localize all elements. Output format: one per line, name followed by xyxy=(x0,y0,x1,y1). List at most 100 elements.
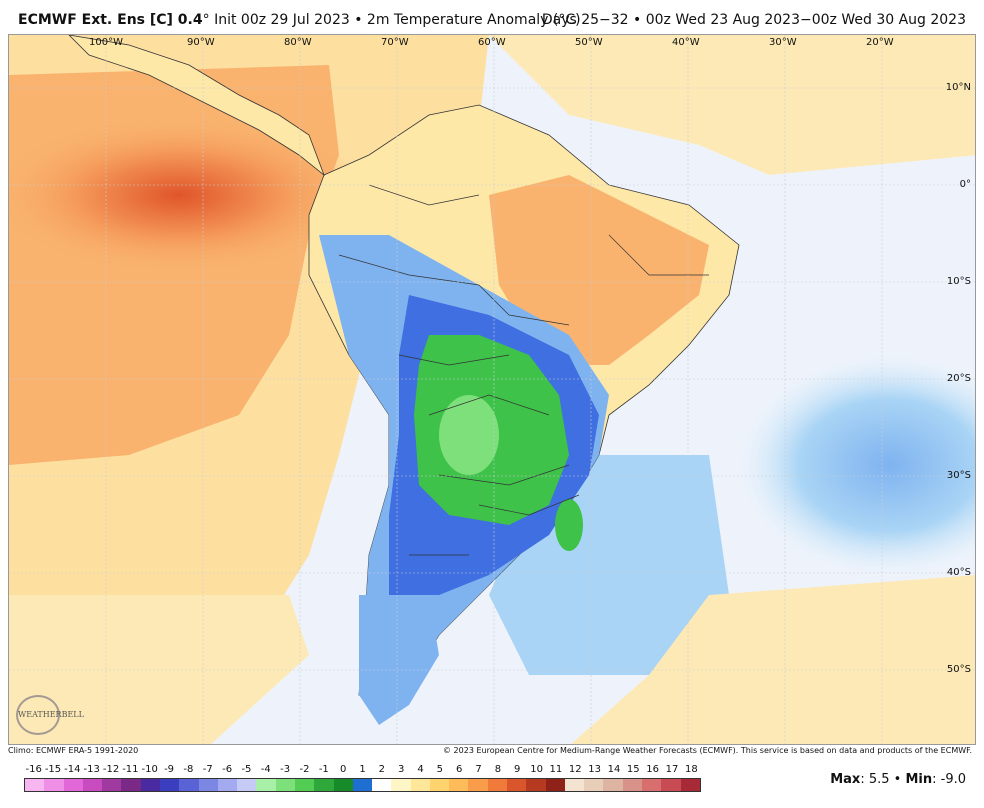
max-label: Max xyxy=(830,772,861,787)
scale-tick-label: -10 xyxy=(141,764,158,775)
lon-label: 50°W xyxy=(575,37,603,48)
scale-swatch xyxy=(429,779,450,791)
graticule xyxy=(9,35,975,744)
scale-tick-label: -8 xyxy=(183,764,194,775)
scale-tick-label: -4 xyxy=(260,764,271,775)
cold-core-center xyxy=(439,395,499,475)
lon-label: 80°W xyxy=(284,37,312,48)
lon-label: 70°W xyxy=(381,37,409,48)
scale-tick-label: 4 xyxy=(417,764,424,775)
scale-tick-label: -5 xyxy=(241,764,252,775)
scale-swatch xyxy=(333,779,353,791)
logo-text: WEATHERBELL xyxy=(18,710,84,719)
scale-swatch xyxy=(294,779,315,791)
scale-tick-label: 14 xyxy=(607,764,621,775)
scale-tick-label: -9 xyxy=(164,764,175,775)
scale-tick-label: 16 xyxy=(646,764,660,775)
scale-swatch xyxy=(352,779,373,791)
lon-label: 40°W xyxy=(672,37,700,48)
scale-tick-label: -12 xyxy=(102,764,120,775)
lon-label: 100°W xyxy=(89,37,123,48)
lat-label: 10°N xyxy=(945,82,971,93)
scale-tick-label: -7 xyxy=(202,764,213,775)
scale-tick-label: 0 xyxy=(339,764,347,775)
scale-tick-label: -14 xyxy=(64,764,81,775)
scale-swatch xyxy=(622,779,642,791)
scale-swatch xyxy=(159,779,180,791)
scale-tick-label: 2 xyxy=(378,764,386,775)
central-america-land xyxy=(68,35,325,177)
anomaly-map xyxy=(9,35,975,744)
scale-swatch xyxy=(217,779,238,791)
scale-tick-label: 11 xyxy=(549,764,563,775)
atlantic-cool-field xyxy=(739,355,975,575)
scale-tick-label: 17 xyxy=(665,764,679,775)
climo-credit: Climo: ECMWF ERA-5 1991-2020 xyxy=(8,746,139,755)
scale-swatch xyxy=(63,779,83,791)
max-min-readout: Max: 5.5 • Min: -9.0 xyxy=(830,772,966,787)
scale-tick-label: -1 xyxy=(318,764,329,775)
scale-tick-label: -16 xyxy=(25,764,42,775)
scale-tick-label: -2 xyxy=(299,764,310,775)
scale-tick-label: 10 xyxy=(530,764,543,775)
scale-tick-label: -6 xyxy=(222,764,233,775)
scale-tick-label: 8 xyxy=(494,764,502,775)
scale-tick-label: 12 xyxy=(568,764,582,775)
scale-swatch xyxy=(410,779,430,791)
scale-swatch xyxy=(82,779,103,791)
min-value: : -9.0 xyxy=(932,772,966,787)
scale-swatch xyxy=(237,779,257,791)
scale-swatch xyxy=(198,779,218,791)
init-text: Init 00z 29 Jul 2023 • 2m Temperature An… xyxy=(209,12,581,28)
lat-label: 0° xyxy=(959,179,971,190)
header: ECMWF Ext. Ens [C] 0.4° Init 00z 29 Jul … xyxy=(0,0,984,34)
scale-tick-label: 7 xyxy=(475,764,482,775)
scale-bar xyxy=(24,778,701,792)
scale-swatch xyxy=(584,779,604,791)
scale-tick-label: 1 xyxy=(359,764,366,775)
map-panel: 100°W 90°W 80°W 70°W 60°W 50°W 40°W 30°W… xyxy=(8,34,976,745)
lon-label: 60°W xyxy=(478,37,506,48)
scale-swatch xyxy=(507,779,527,791)
scale-swatch xyxy=(275,779,295,791)
scale-tick-label: 5 xyxy=(436,764,444,775)
lat-label: 40°S xyxy=(946,567,971,578)
scale-tick-label: 13 xyxy=(588,764,601,775)
scale-swatch xyxy=(487,779,508,791)
scale-swatch xyxy=(642,779,662,791)
scale-tick-label: -11 xyxy=(122,764,139,775)
scale-swatch xyxy=(140,779,160,791)
lat-label: 30°S xyxy=(946,470,971,481)
scale-tick-label: 18 xyxy=(684,764,698,775)
patagonia-cool xyxy=(359,595,439,725)
lon-label: 90°W xyxy=(187,37,215,48)
scale-swatch xyxy=(25,779,45,791)
scale-swatch xyxy=(661,779,681,791)
scale-tick-label: 3 xyxy=(397,764,405,775)
scale-swatch xyxy=(545,779,565,791)
south-pacific-warm xyxy=(9,595,309,744)
degree-mark: ° xyxy=(202,12,210,28)
offshore-green xyxy=(555,499,583,551)
lon-label: 20°W xyxy=(866,37,894,48)
copyright-credit: © 2023 European Centre for Medium-Range … xyxy=(443,746,972,755)
scale-swatch xyxy=(468,779,488,791)
lon-label: 30°W xyxy=(769,37,797,48)
country-borders xyxy=(338,184,709,556)
model-title: ECMWF Ext. Ens [C] 0.4 xyxy=(18,12,203,28)
scale-swatch xyxy=(179,779,199,791)
valid-period: Days 25−32 • 00z Wed 23 Aug 2023−00z Wed… xyxy=(541,12,966,28)
scale-tick-label: -3 xyxy=(280,764,291,775)
scale-swatch xyxy=(564,779,585,791)
scale-swatch xyxy=(121,779,141,791)
scale-swatch xyxy=(256,779,276,791)
chart-title: ECMWF Ext. Ens [C] 0.4° Init 00z 29 Jul … xyxy=(18,12,581,28)
scale-swatch xyxy=(391,779,411,791)
logo-ring-icon xyxy=(16,695,60,735)
atlantic-north-field xyxy=(489,35,975,175)
pacific-hotspot xyxy=(9,115,369,275)
scale-tick-label: 9 xyxy=(514,764,521,775)
scale-tick-label: -13 xyxy=(83,764,100,775)
brazil-warm-anomaly xyxy=(489,175,709,365)
scale-swatch xyxy=(449,779,469,791)
